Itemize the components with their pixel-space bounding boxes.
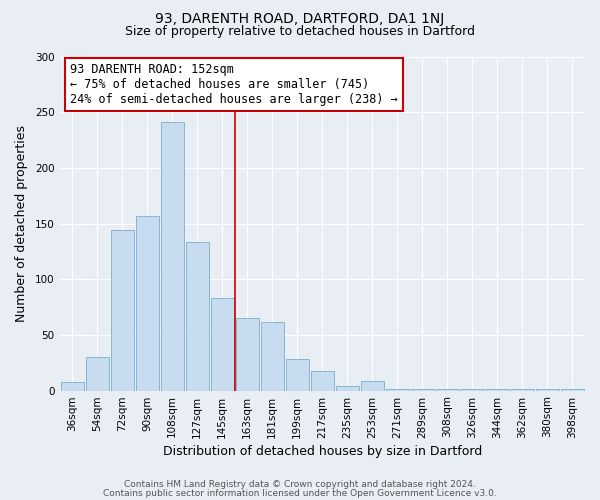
Text: 93, DARENTH ROAD, DARTFORD, DA1 1NJ: 93, DARENTH ROAD, DARTFORD, DA1 1NJ [155,12,445,26]
Bar [311,370,334,390]
Bar [336,386,359,390]
Bar [286,360,309,390]
Y-axis label: Number of detached properties: Number of detached properties [15,125,28,322]
Text: 93 DARENTH ROAD: 152sqm
← 75% of detached houses are smaller (745)
24% of semi-d: 93 DARENTH ROAD: 152sqm ← 75% of detache… [70,63,398,106]
Bar [86,357,109,390]
Bar [110,230,134,390]
Bar [185,242,209,390]
Bar [136,216,158,390]
Bar [161,122,184,390]
Text: Size of property relative to detached houses in Dartford: Size of property relative to detached ho… [125,25,475,38]
Bar [236,318,259,390]
Bar [261,322,284,390]
Bar [211,298,234,390]
X-axis label: Distribution of detached houses by size in Dartford: Distribution of detached houses by size … [163,444,482,458]
Bar [61,382,83,390]
Text: Contains public sector information licensed under the Open Government Licence v3: Contains public sector information licen… [103,488,497,498]
Text: Contains HM Land Registry data © Crown copyright and database right 2024.: Contains HM Land Registry data © Crown c… [124,480,476,489]
Bar [361,380,384,390]
